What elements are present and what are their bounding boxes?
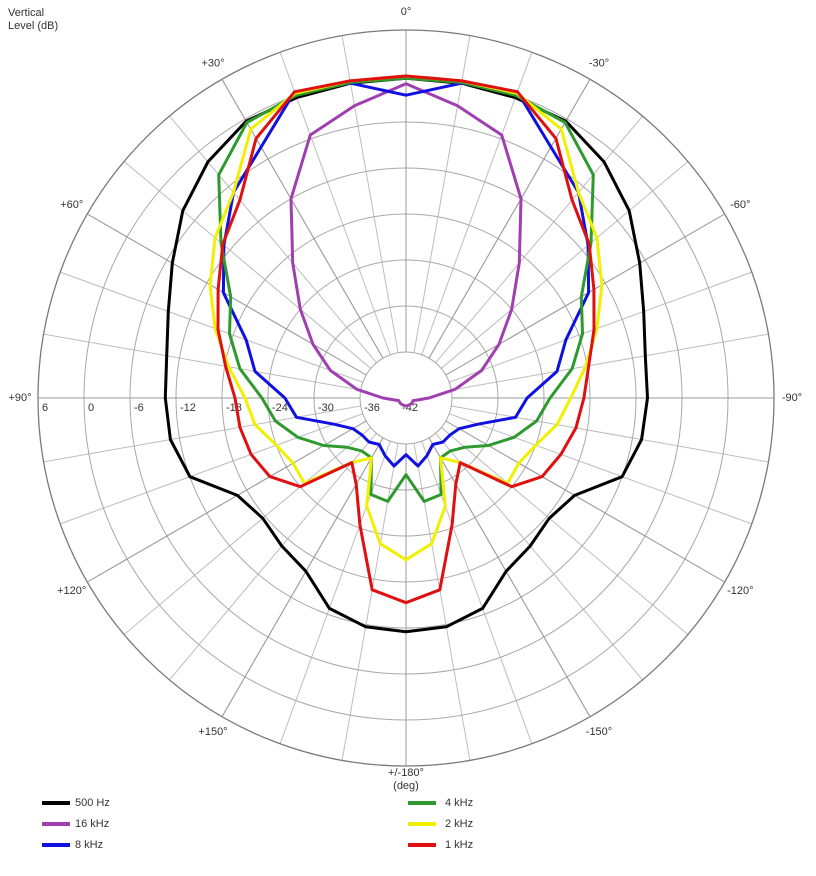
legend-label: 1 kHz [445, 839, 473, 851]
theta-tick-label: +/-180° [388, 767, 424, 779]
legend-label: 2 kHz [445, 818, 473, 830]
spoke [421, 52, 533, 355]
r-tick-label: -12 [180, 402, 196, 414]
r-tick-label: -6 [134, 402, 144, 414]
theta-tick-label: +90° [8, 392, 31, 404]
spoke [451, 333, 769, 391]
r-axis-title: Vertical [8, 7, 44, 19]
r-tick-label: 6 [42, 402, 48, 414]
theta-grid-line [87, 213, 367, 376]
series-line [217, 76, 595, 503]
spoke [169, 115, 377, 364]
r-tick-label: -24 [272, 402, 288, 414]
spoke [451, 405, 769, 463]
r-axis-title: Level (dB) [8, 20, 58, 32]
theta-tick-label: +120° [57, 585, 86, 597]
legend-label: 4 kHz [445, 797, 473, 809]
theta-grid-line [221, 79, 384, 359]
theta-tick-label: +60° [60, 199, 83, 211]
spoke [123, 161, 372, 369]
legend-label: 8 kHz [75, 839, 103, 851]
r-tick-label: -30 [318, 402, 334, 414]
spoke [279, 52, 391, 355]
spoke [43, 405, 361, 463]
theta-grid-line [445, 420, 725, 583]
theta-tick-label: -150° [586, 726, 612, 738]
theta-tick-label: -120° [727, 585, 753, 597]
spoke [435, 432, 643, 681]
legend-label: 500 Hz [75, 797, 110, 809]
theta-tick-label: -90° [782, 392, 802, 404]
spoke [341, 443, 399, 761]
series-line [289, 82, 523, 408]
spoke [169, 432, 377, 681]
spoke [123, 427, 372, 635]
spoke [60, 413, 363, 525]
theta-tick-label: 0° [401, 6, 412, 18]
spoke [413, 35, 471, 353]
spoke [43, 333, 361, 391]
spoke [60, 271, 363, 383]
theta-grid-line [87, 420, 367, 583]
theta-tick-label: +30° [201, 58, 224, 70]
theta-grid-line [428, 79, 591, 359]
spoke [440, 161, 689, 369]
spoke [440, 427, 689, 635]
spoke [341, 35, 399, 353]
theta-axis-title: (deg) [393, 780, 419, 792]
r-tick-label: -36 [364, 402, 380, 414]
series-line [216, 74, 596, 605]
spoke [449, 271, 752, 383]
spoke [449, 413, 752, 525]
r-tick-label: -18 [226, 402, 242, 414]
spoke [413, 443, 471, 761]
legend-label: 16 kHz [75, 818, 109, 830]
theta-grid-line [445, 213, 725, 376]
grid [37, 29, 775, 767]
ring [359, 351, 453, 445]
spoke [435, 115, 643, 364]
theta-tick-label: -60° [730, 199, 750, 211]
r-tick-label: 0 [88, 402, 94, 414]
theta-tick-label: -30° [589, 58, 609, 70]
theta-tick-label: +150° [198, 726, 227, 738]
